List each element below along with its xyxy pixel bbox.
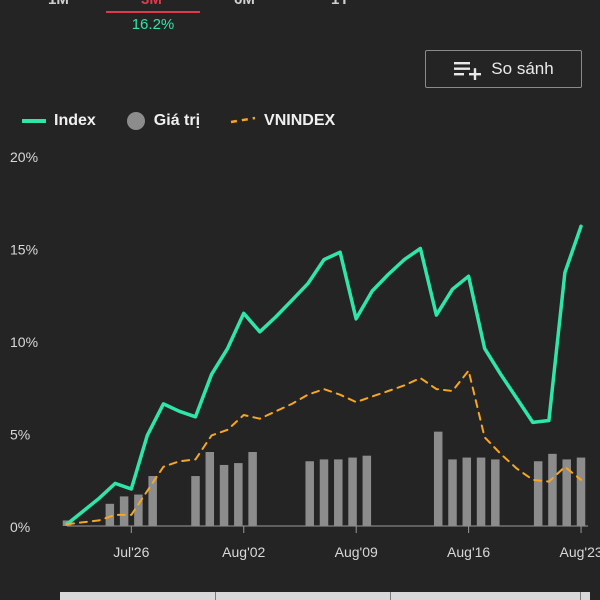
value-bar	[305, 461, 314, 526]
value-bar	[334, 459, 343, 526]
value-bar	[491, 459, 500, 526]
x-tick-label: Jul'26	[113, 544, 149, 560]
performance-chart[interactable]: 0% 5% 10% 15% 20% Jul'26 Aug'02 Aug'09 Aug'16 Aug…	[0, 140, 600, 580]
value-bar	[119, 496, 129, 526]
value-bar	[476, 457, 486, 526]
value-bar	[219, 464, 229, 526]
range-scrollbar[interactable]	[60, 592, 590, 600]
chart-canvas: 0% 5% 10% 15% 20% Jul'26 Aug'02 Aug'09 Aug'16 Aug…	[10, 149, 600, 560]
compare-button-label: So sánh	[491, 59, 554, 78]
value-bar	[448, 459, 457, 526]
playlist-add-icon	[454, 62, 482, 80]
legend-line-swatch	[22, 119, 46, 123]
value-bar	[462, 457, 472, 526]
legend-item-vnindex[interactable]: VNINDEX	[230, 112, 335, 130]
value-bar	[319, 459, 329, 526]
legend-dashed-swatch	[230, 116, 256, 124]
value-bar	[362, 455, 372, 526]
value-bar	[134, 494, 143, 526]
value-bar	[533, 461, 543, 526]
x-tick-label: Aug'02	[222, 544, 265, 560]
value-bar	[548, 453, 557, 526]
value-bar	[248, 452, 257, 526]
y-tick-label: 10%	[10, 334, 38, 350]
range-divider	[580, 592, 581, 600]
legend-label-index: Index	[54, 112, 96, 129]
value-bar	[148, 476, 157, 526]
tab-1m[interactable]: 1M	[48, 0, 69, 8]
range-divider	[215, 592, 216, 600]
compare-button[interactable]: So sánh	[425, 50, 582, 88]
value-bar	[433, 431, 443, 526]
value-bar	[191, 476, 200, 526]
value-bar	[576, 457, 586, 526]
tab-6m[interactable]: 6M	[234, 0, 255, 8]
vnindex-line	[66, 369, 582, 526]
x-tick-label: Aug'09	[335, 544, 378, 560]
value-bar	[91, 526, 100, 527]
x-tick-label: Aug'23	[559, 544, 600, 560]
period-tabs: 1M 3M 6M 1Y 16.2%	[0, 0, 600, 40]
tab-selected-underline	[106, 11, 200, 13]
y-tick-label: 5%	[10, 427, 30, 443]
value-bar	[105, 503, 115, 526]
value-bar	[348, 457, 357, 526]
y-tick-label: 15%	[10, 242, 38, 258]
legend-label-vnindex: VNINDEX	[264, 112, 336, 129]
legend-dot-swatch	[126, 112, 145, 130]
index-line	[65, 224, 583, 526]
chart-legend: Index Giá trị VNINDEX	[22, 110, 365, 132]
x-tick-label: Aug'16	[447, 544, 490, 560]
legend-label-value: Giá trị	[153, 112, 201, 129]
tab-1y[interactable]: 1Y	[331, 0, 349, 8]
value-bar	[205, 452, 215, 526]
y-tick-label: 20%	[10, 149, 38, 165]
period-change-value: 16.2%	[131, 16, 175, 33]
range-divider	[390, 592, 391, 600]
tab-3m[interactable]: 3M	[141, 0, 162, 8]
value-bar	[234, 463, 243, 526]
value-bar	[562, 459, 571, 526]
y-tick-label: 0%	[10, 519, 30, 535]
legend-item-value[interactable]: Giá trị	[126, 111, 200, 131]
legend-item-index[interactable]: Index	[22, 112, 96, 130]
